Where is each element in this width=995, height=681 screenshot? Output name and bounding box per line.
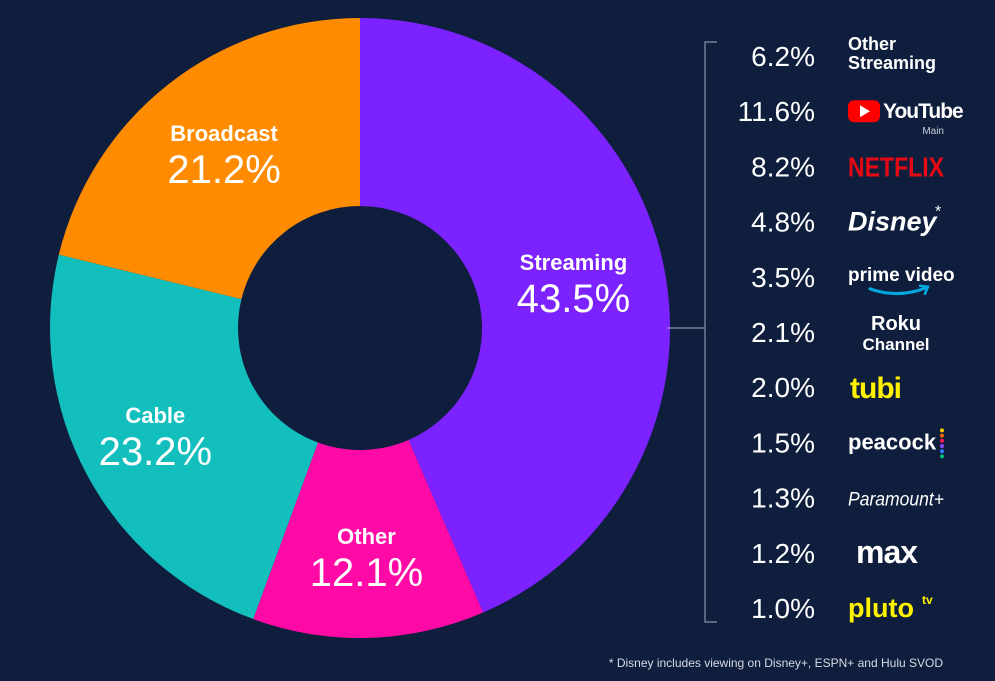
slice-value-streaming: 43.5% — [517, 277, 630, 321]
slice-value-other: 12.1% — [310, 551, 423, 595]
table-row: 11.6% YouTube Main — [738, 96, 964, 137]
row-value: 8.2% — [751, 151, 815, 182]
slice-value-broadcast: 21.2% — [167, 148, 280, 192]
row-value: 4.8% — [751, 207, 815, 238]
slice-name-broadcast: Broadcast — [170, 121, 278, 146]
row-value: 1.0% — [751, 593, 815, 624]
prime-video-logo: prime video — [848, 265, 955, 296]
tubi-logo: tubi — [850, 372, 902, 405]
table-row: 2.0% tubi — [751, 372, 902, 405]
table-row: 1.5% peacock — [751, 427, 944, 459]
row-value: 1.3% — [751, 483, 815, 514]
slice-broadcast — [58, 18, 361, 300]
svg-text:Disney: Disney — [848, 207, 939, 237]
row-value: 6.2% — [751, 41, 815, 72]
table-row: 8.2% NETFLIX — [751, 151, 944, 182]
table-row: 1.2% max — [751, 534, 919, 570]
slice-cable — [49, 254, 318, 620]
svg-text:Channel: Channel — [862, 335, 929, 354]
bracket-connector — [667, 41, 717, 623]
netflix-logo: NETFLIX — [848, 151, 944, 182]
row-value: 3.5% — [751, 262, 815, 293]
svg-text:Paramount+: Paramount+ — [848, 490, 944, 511]
paramount-plus-logo: Paramount+ — [848, 490, 944, 511]
row-value: 2.1% — [751, 317, 815, 348]
svg-text:peacock: peacock — [848, 429, 937, 454]
max-logo: max — [856, 534, 919, 570]
youtube-logo: YouTube Main — [848, 100, 964, 137]
slice-other — [253, 439, 484, 638]
table-row: 1.3% Paramount+ — [751, 483, 944, 514]
slice-streaming — [360, 18, 670, 613]
svg-text:Roku: Roku — [871, 313, 921, 335]
svg-text:*: * — [935, 204, 941, 221]
table-row: 1.0% pluto tv — [751, 593, 933, 624]
row-value: 2.0% — [751, 372, 815, 403]
svg-text:tubi: tubi — [850, 372, 901, 405]
svg-text:Main: Main — [922, 126, 944, 137]
svg-text:max: max — [856, 534, 918, 570]
table-row: 3.5% prime video — [751, 262, 955, 296]
svg-text:YouTube: YouTube — [883, 100, 963, 123]
disney-logo: Disney* — [848, 204, 941, 237]
svg-text:tv: tv — [922, 593, 933, 607]
svg-text:pluto: pluto — [848, 593, 914, 623]
donut-chart — [49, 18, 670, 638]
slice-name-streaming: Streaming — [520, 250, 628, 275]
svg-text:prime video: prime video — [848, 265, 955, 286]
row-value: 1.2% — [751, 538, 815, 569]
svg-text:Other: Other — [848, 34, 896, 54]
slice-name-other: Other — [337, 524, 396, 549]
table-row: 4.8% Disney* — [751, 204, 941, 238]
slice-name-cable: Cable — [125, 403, 185, 428]
footnote: * Disney includes viewing on Disney+, ES… — [608, 656, 943, 670]
row-value: 1.5% — [751, 427, 815, 458]
slice-value-cable: 23.2% — [99, 430, 212, 474]
peacock-logo: peacock — [848, 428, 944, 459]
row-value: 11.6% — [738, 96, 815, 127]
pluto-tv-logo: pluto tv — [848, 593, 933, 623]
svg-text:Streaming: Streaming — [848, 53, 936, 73]
svg-text:NETFLIX: NETFLIX — [848, 151, 944, 182]
bracket — [704, 41, 717, 623]
